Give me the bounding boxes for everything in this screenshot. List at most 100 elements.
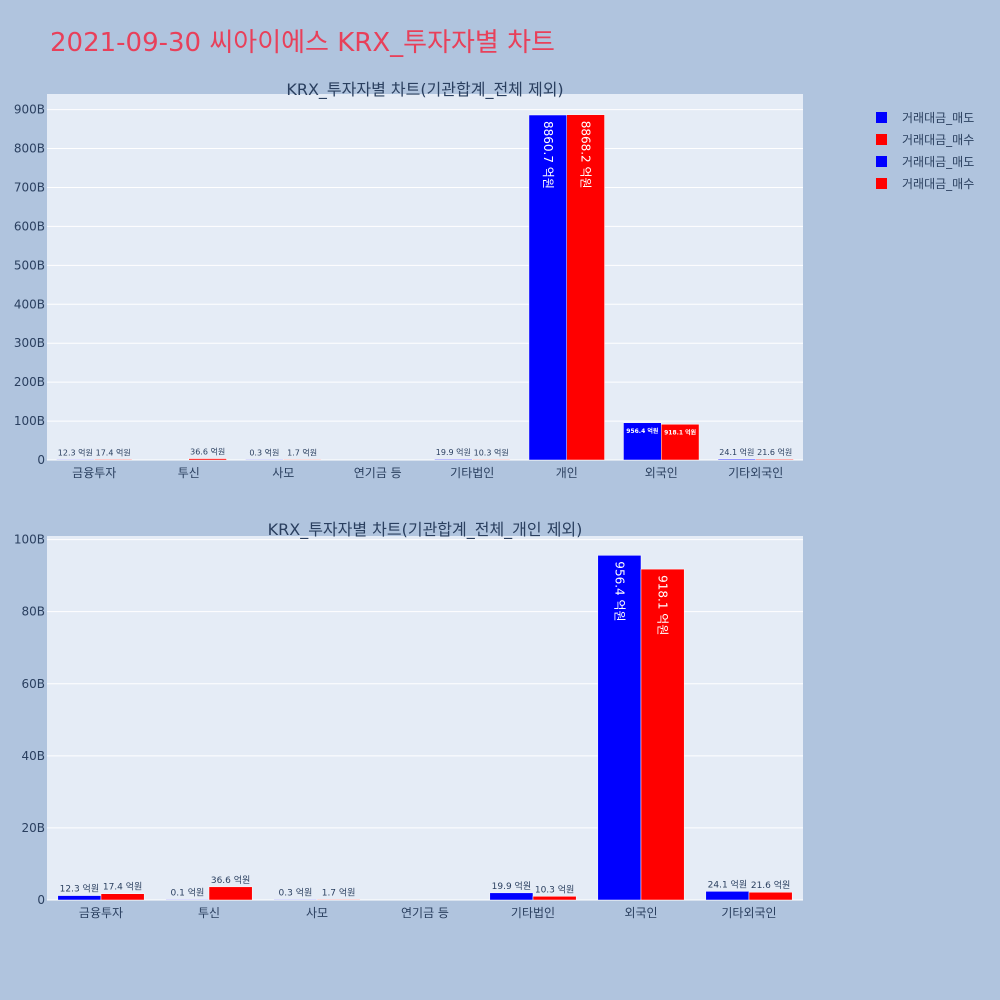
data-label: 8860.7 억원 (541, 121, 555, 189)
y-tick-label: 60B (21, 677, 45, 691)
legend-swatch (876, 133, 887, 145)
y-tick-label: 800B (14, 142, 45, 156)
data-label: 24.1 억원 (708, 878, 747, 890)
y-tick-label: 300B (14, 336, 45, 350)
bar (661, 424, 700, 461)
bar (100, 893, 145, 901)
data-label: 956.4 억원 (626, 427, 658, 435)
legend-label: 거래대금_매도 (902, 154, 975, 169)
y-tick-label: 700B (14, 180, 45, 194)
x-tick-label: 기타법인 (450, 466, 494, 480)
bar (472, 459, 511, 461)
x-tick-label: 사모 (306, 906, 328, 920)
y-tick-label: 500B (14, 258, 45, 272)
x-tick-label: 기타외국인 (728, 466, 783, 480)
bar (57, 895, 102, 901)
bar (532, 896, 577, 901)
y-tick-label: 0 (37, 453, 45, 467)
data-label: 12.3 억원 (58, 447, 93, 457)
legend-label: 거래대금_매수 (902, 132, 975, 147)
bar (56, 459, 95, 461)
data-label: 36.6 억원 (211, 874, 250, 886)
x-tick-label: 외국인 (624, 906, 657, 920)
legend-swatch (876, 155, 887, 167)
data-label: 1.7 억원 (322, 886, 356, 898)
y-tick-label: 20B (21, 821, 45, 835)
bar (283, 459, 322, 461)
y-tick-label: 80B (21, 605, 45, 619)
bar (705, 891, 750, 901)
bar (316, 899, 361, 901)
bar (755, 458, 794, 461)
x-tick-label: 외국인 (645, 466, 678, 480)
bar (489, 892, 534, 901)
data-label: 956.4 억원 (612, 561, 626, 621)
data-label: 19.9 억원 (436, 447, 471, 457)
bar (434, 458, 473, 461)
bar (165, 899, 210, 901)
data-label: 17.4 억원 (96, 447, 131, 457)
x-tick-label: 투신 (198, 906, 220, 920)
data-label: 0.3 억원 (249, 447, 279, 457)
bar (566, 114, 605, 461)
y-tick-label: 400B (14, 297, 45, 311)
data-label: 918.1 억원 (656, 575, 670, 635)
data-label: 10.3 억원 (535, 883, 574, 895)
y-tick-label: 40B (21, 749, 45, 763)
bar (640, 568, 685, 901)
legend-label: 거래대금_매도 (902, 110, 975, 125)
page-title: 2021-09-30 씨아이에스 KRX_투자자별 차트 (50, 28, 555, 58)
legend-swatch (876, 111, 887, 123)
bar (528, 114, 568, 461)
chart-title: KRX_투자자별 차트(기관합계_전체_개인 제외) (268, 520, 583, 540)
chart-title: KRX_투자자별 차트(기관합계_전체 제외) (286, 80, 563, 100)
y-tick-label: 600B (14, 219, 45, 233)
data-label: 0.3 억원 (279, 886, 313, 898)
bar (94, 459, 133, 461)
legend-item[interactable]: 거래대금_매수 (876, 172, 974, 194)
bar (748, 891, 793, 901)
data-label: 1.7 억원 (287, 447, 317, 457)
data-label: 17.4 억원 (103, 881, 142, 893)
data-label: 24.1 억원 (719, 447, 754, 457)
x-tick-label: 금융투자 (79, 906, 123, 920)
legend-item[interactable]: 거래대금_매수 (876, 128, 974, 150)
legend-swatch (876, 177, 887, 189)
x-tick-label: 사모 (272, 466, 294, 480)
legend[interactable]: 거래대금_매도 거래대금_매수 거래대금_매도 거래대금_매수 (876, 106, 974, 194)
data-label: 36.6 억원 (190, 447, 225, 457)
data-label: 8868.2 억원 (579, 121, 593, 189)
bar (597, 555, 642, 901)
data-label: 12.3 억원 (60, 883, 99, 895)
data-label: 10.3 억원 (474, 447, 509, 457)
y-tick-label: 0 (37, 893, 45, 907)
y-tick-label: 200B (14, 375, 45, 389)
plot-area (47, 94, 803, 460)
x-tick-label: 투신 (178, 466, 200, 480)
data-label: 19.9 억원 (492, 880, 531, 892)
bar (188, 458, 227, 461)
bar (245, 459, 284, 461)
x-tick-label: 연기금 등 (354, 466, 402, 480)
data-label: 918.1 억원 (664, 428, 696, 436)
x-tick-label: 기타외국인 (721, 906, 776, 920)
legend-item[interactable]: 거래대금_매도 (876, 150, 974, 172)
y-tick-label: 100B (14, 414, 45, 428)
data-label: 21.6 억원 (751, 879, 790, 891)
bar (717, 458, 757, 461)
x-tick-label: 기타법인 (511, 906, 555, 920)
data-label: 0.1 억원 (171, 886, 205, 898)
legend-label: 거래대금_매수 (902, 176, 975, 191)
legend-item[interactable]: 거래대금_매도 (876, 106, 974, 128)
bar (273, 899, 318, 901)
data-label: 21.6 억원 (757, 447, 792, 457)
plot-area (47, 536, 803, 900)
y-tick-label: 900B (14, 103, 45, 117)
bar (623, 422, 662, 461)
x-tick-label: 개인 (556, 466, 578, 480)
y-tick-label: 100B (14, 533, 45, 547)
x-tick-label: 금융투자 (72, 466, 116, 480)
bar (208, 886, 253, 901)
x-tick-label: 연기금 등 (401, 906, 449, 920)
